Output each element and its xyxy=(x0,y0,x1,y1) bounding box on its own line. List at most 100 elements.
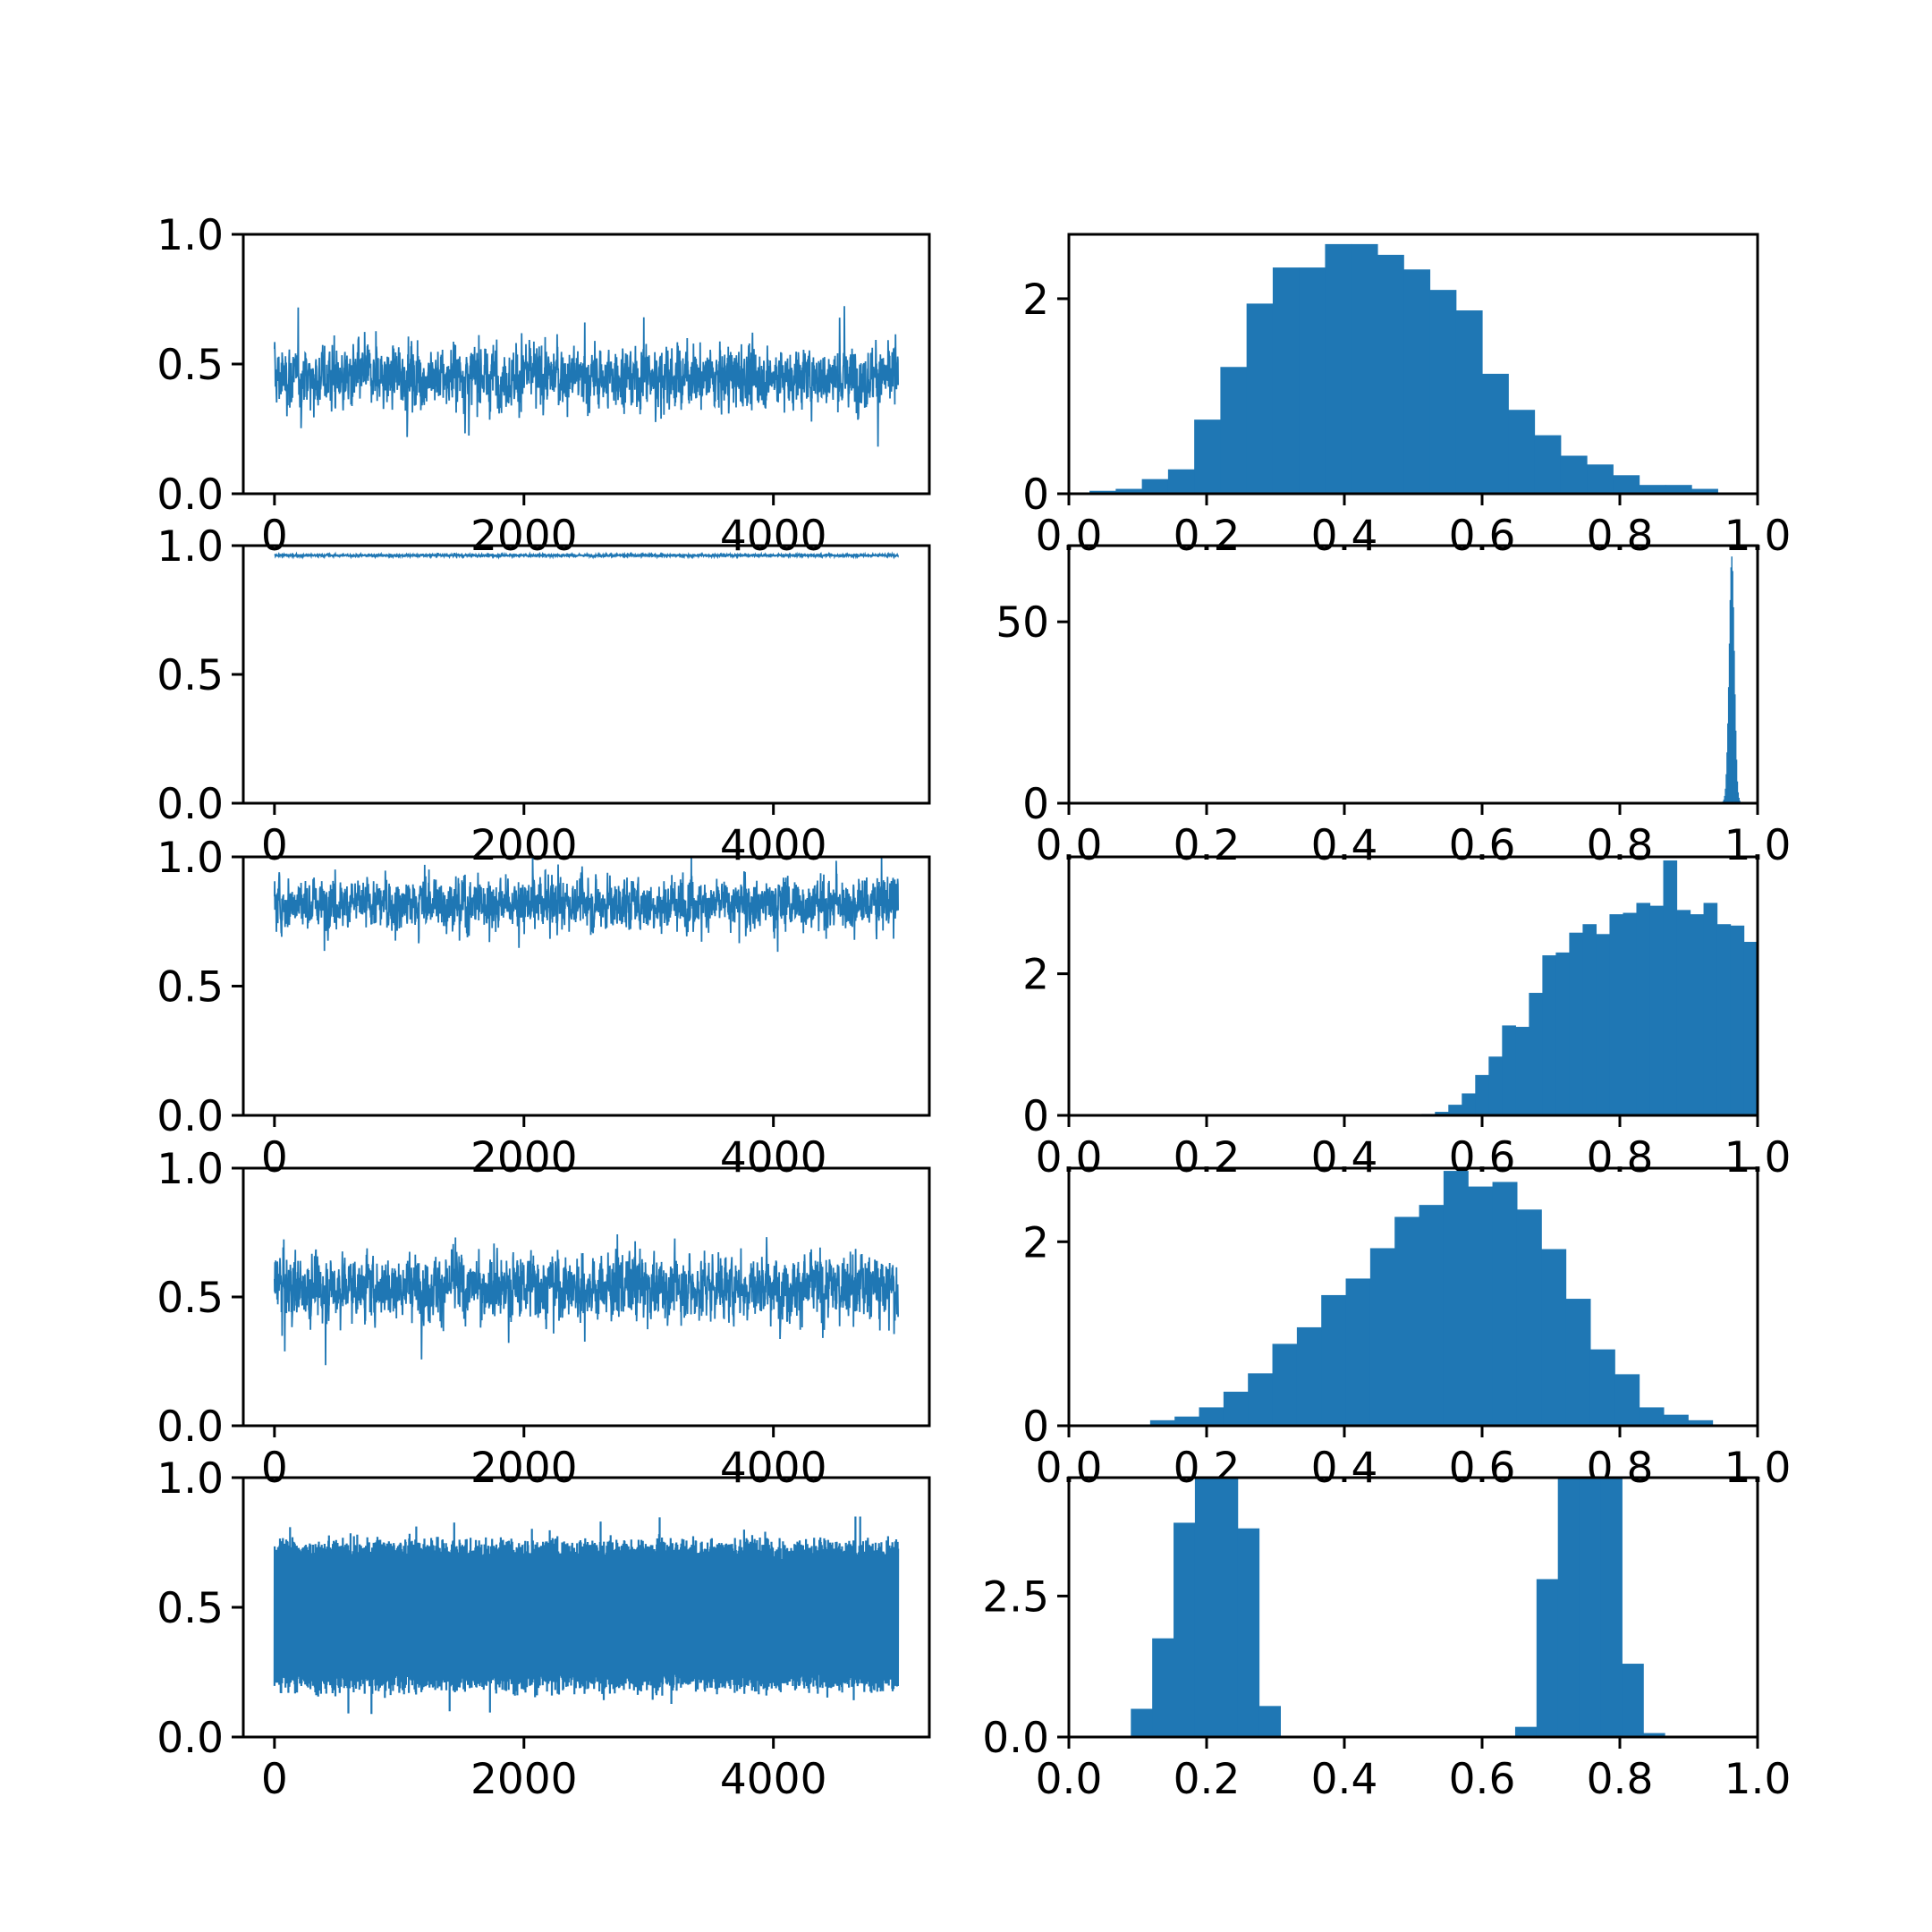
hist-5: 0.0 2.5 0.0 0.2 0.4 0.6 0.8 1.0 xyxy=(982,1476,1791,1804)
hist-bar xyxy=(1716,924,1732,1115)
hist-bar xyxy=(1272,1343,1298,1426)
y-tick-label: 0.0 xyxy=(157,780,224,829)
hist-bar xyxy=(1455,310,1483,494)
hist-bar xyxy=(1734,694,1736,803)
y-tick-label: 2 xyxy=(1022,275,1049,325)
trace-4: 0.0 0.5 1.0 0 2000 4000 xyxy=(157,1145,931,1493)
x-tick-label: 0.4 xyxy=(1311,512,1378,561)
hist-bar xyxy=(1502,1025,1516,1115)
y-tick-label: 1.0 xyxy=(157,1454,224,1504)
y-tick-label: 0 xyxy=(1022,470,1049,520)
axes-frame xyxy=(1067,1166,1759,1428)
y-tick-label: 0.5 xyxy=(157,1584,224,1633)
trace-line xyxy=(274,306,899,447)
hist-bar xyxy=(1149,1419,1175,1426)
y-tick-label: 0 xyxy=(1022,1092,1049,1141)
hist-bar xyxy=(1691,488,1718,494)
hist-bar xyxy=(1115,488,1143,494)
hist-bar xyxy=(1726,752,1728,803)
hist-bar xyxy=(1529,993,1543,1115)
hist-bar xyxy=(1515,1027,1530,1115)
hist-bar xyxy=(1296,1326,1322,1426)
x-tick-label: 0 xyxy=(261,1444,288,1493)
x-tick-label: 0.8 xyxy=(1587,512,1654,561)
hist-bar xyxy=(1194,419,1221,494)
hist-bar xyxy=(1728,643,1731,803)
hist-bar xyxy=(1613,475,1640,494)
y-tick-label: 0.5 xyxy=(157,963,224,1013)
x-tick-label: 4000 xyxy=(720,512,827,561)
hist-bar xyxy=(1569,932,1584,1115)
x-tick-label: 0 xyxy=(261,821,288,870)
y-tick-label: 2 xyxy=(1022,1218,1049,1267)
hist-bar xyxy=(1582,924,1597,1115)
y-tick-label: 0.0 xyxy=(157,1714,224,1763)
x-tick-label: 0.8 xyxy=(1587,1755,1654,1804)
x-tick-label: 2000 xyxy=(470,821,578,870)
hist-bar xyxy=(1733,650,1735,803)
hist-bar xyxy=(1738,797,1740,803)
hist-bar xyxy=(1798,962,1812,1115)
hist-bar xyxy=(1462,1093,1476,1115)
hist-bar xyxy=(1194,1478,1217,1737)
x-tick-label: 0.8 xyxy=(1587,821,1654,870)
hist-bar xyxy=(1246,303,1274,494)
x-tick-label: 0.8 xyxy=(1587,1133,1654,1182)
y-tick-label: 0.5 xyxy=(157,1274,224,1323)
trace-2: 0.0 0.5 1.0 0 2000 4000 xyxy=(157,522,931,870)
hist-bar xyxy=(1737,792,1740,803)
trace-3: 0.0 0.5 1.0 0 2000 4000 xyxy=(157,834,931,1182)
hist-bar xyxy=(1622,1664,1644,1737)
hist-bar xyxy=(1403,269,1431,494)
hist-bar xyxy=(1663,1414,1689,1426)
hist-bar xyxy=(1272,267,1300,494)
hist-bar xyxy=(1167,469,1195,494)
y-tick-label: 1.0 xyxy=(157,522,224,572)
hist-bar xyxy=(1435,1112,1449,1115)
x-tick-label: 0 xyxy=(261,1755,288,1804)
hist-bar xyxy=(1600,1478,1623,1737)
hist-bar xyxy=(1492,1182,1518,1426)
hist-bar xyxy=(1475,1074,1489,1115)
hist-bar xyxy=(1688,1419,1714,1426)
x-tick-label: 0.6 xyxy=(1449,821,1516,870)
hist-bar xyxy=(1443,1171,1469,1426)
x-tick-label: 0.2 xyxy=(1174,1755,1241,1804)
hist-bar xyxy=(1734,730,1737,803)
hist-bar xyxy=(1730,567,1733,803)
hist-bar xyxy=(1676,910,1691,1115)
hist-bar xyxy=(1394,1216,1420,1426)
hist-bar xyxy=(1614,1374,1640,1426)
x-tick-label: 0 xyxy=(261,512,288,561)
trace-1: 0.0 0.5 1.0 0 2000 4000 xyxy=(157,211,931,561)
hist-bar xyxy=(1131,1708,1153,1737)
hist-bar xyxy=(1541,1249,1567,1426)
hist-bar xyxy=(1729,599,1732,803)
y-tick-label: 0.0 xyxy=(157,470,224,520)
hist-bar xyxy=(1534,435,1562,494)
x-tick-label: 2000 xyxy=(470,1755,578,1804)
x-tick-label: 4000 xyxy=(720,1444,827,1493)
y-tick-label: 0.0 xyxy=(157,1402,224,1452)
hist-bar xyxy=(1152,1638,1174,1737)
hist-bar xyxy=(1724,788,1726,803)
hist-bar xyxy=(1514,1726,1538,1737)
x-tick-label: 2000 xyxy=(470,1133,578,1182)
hist-bar xyxy=(1089,490,1116,494)
y-tick-label: 0.0 xyxy=(157,1092,224,1141)
hist-bar xyxy=(1690,914,1705,1115)
hist-bar xyxy=(1220,367,1248,494)
hist-bar xyxy=(1589,1349,1615,1426)
hist-bar xyxy=(1488,1056,1503,1115)
hist-bar xyxy=(1724,795,1725,803)
hist-bar xyxy=(1174,1522,1196,1737)
x-tick-label: 0.4 xyxy=(1311,1755,1378,1804)
hist-bar xyxy=(1419,1205,1445,1426)
hist-bar xyxy=(1636,902,1651,1115)
hist-bar xyxy=(1321,1294,1347,1426)
x-tick-label: 0.4 xyxy=(1311,1444,1378,1493)
hist-bar xyxy=(1429,290,1457,494)
x-tick-label: 2000 xyxy=(470,1444,578,1493)
hist-bar xyxy=(1248,1373,1274,1426)
axes-frame xyxy=(242,544,931,805)
